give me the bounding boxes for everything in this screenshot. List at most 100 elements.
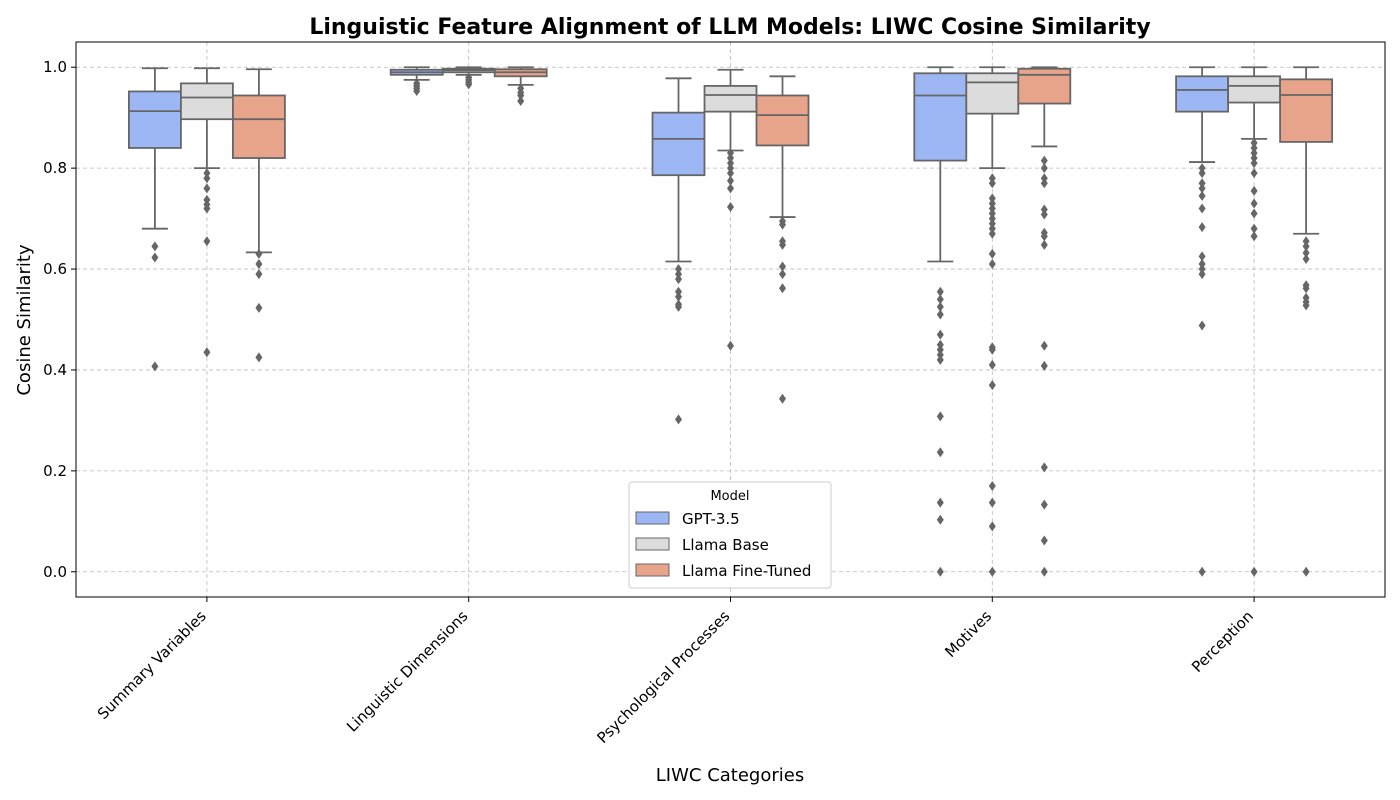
outlier-point bbox=[988, 203, 996, 214]
outlier-point bbox=[1040, 178, 1048, 189]
x-tick-label: Motives bbox=[941, 607, 995, 661]
outlier-point bbox=[1040, 462, 1048, 473]
outlier-point bbox=[1250, 231, 1258, 242]
outlier-point bbox=[988, 259, 996, 269]
x-tick-label: Perception bbox=[1188, 607, 1257, 676]
outlier-point bbox=[675, 269, 682, 280]
outlier-point bbox=[936, 286, 944, 297]
outlier-point bbox=[151, 252, 159, 263]
outlier-point bbox=[727, 153, 734, 164]
outlier-point bbox=[1198, 566, 1206, 577]
box bbox=[389, 66, 444, 96]
legend: Model GPT-3.5 Llama Base Llama Fine-Tuned bbox=[628, 481, 832, 589]
outlier-point bbox=[1198, 178, 1206, 189]
y-tick-label: 0.0 bbox=[43, 563, 67, 581]
outlier-point bbox=[675, 286, 682, 297]
box-body bbox=[1175, 75, 1229, 113]
y-tick-label: 0.4 bbox=[43, 361, 67, 379]
outlier-point bbox=[1040, 360, 1048, 371]
outlier-point bbox=[727, 201, 734, 212]
outlier-point bbox=[988, 228, 996, 239]
outlier-point bbox=[988, 218, 996, 229]
box bbox=[703, 68, 758, 351]
outlier-point bbox=[1250, 168, 1258, 179]
outlier-point bbox=[203, 173, 211, 184]
outlier-point bbox=[675, 264, 682, 275]
outlier-point bbox=[936, 514, 944, 525]
outlier-point bbox=[517, 90, 525, 101]
chart-title: Linguistic Feature Alignment of LLM Mode… bbox=[309, 15, 1150, 40]
outlier-point bbox=[936, 329, 944, 340]
y-axis-label: Cosine Similarity bbox=[14, 244, 35, 396]
outlier-point bbox=[203, 168, 211, 179]
outlier-point bbox=[936, 349, 944, 360]
box-body bbox=[1227, 75, 1281, 104]
outlier-point bbox=[779, 239, 786, 250]
outlier-point bbox=[413, 85, 421, 96]
legend-swatch bbox=[635, 563, 670, 577]
box-body bbox=[755, 94, 810, 147]
outlier-point bbox=[1198, 183, 1206, 194]
outlier-point bbox=[1040, 163, 1048, 174]
y-tick-label: 0.8 bbox=[43, 159, 67, 177]
outlier-point bbox=[1040, 155, 1048, 166]
x-tick-label: Summary Variables bbox=[94, 607, 210, 723]
outlier-point bbox=[727, 148, 734, 158]
outlier-point bbox=[465, 79, 473, 90]
box bbox=[1175, 66, 1229, 577]
legend-items: GPT-3.5 Llama Base Llama Fine-Tuned bbox=[635, 510, 811, 580]
outlier-point bbox=[1250, 198, 1258, 209]
outlier-point bbox=[1250, 158, 1258, 169]
outlier-point bbox=[988, 344, 996, 355]
outlier-point bbox=[255, 269, 263, 280]
x-tick-label: Linguistic Dimensions bbox=[343, 607, 472, 736]
outlier-point bbox=[675, 291, 682, 302]
outlier-point bbox=[1250, 148, 1258, 158]
outlier-point bbox=[1302, 236, 1310, 247]
box bbox=[1227, 66, 1281, 577]
outlier-point bbox=[1040, 231, 1048, 242]
outlier-point bbox=[1250, 153, 1258, 164]
legend-swatch bbox=[635, 511, 670, 525]
outlier-point bbox=[255, 259, 263, 269]
box bbox=[965, 66, 1020, 577]
outlier-point bbox=[517, 96, 525, 107]
outlier-point bbox=[1302, 566, 1310, 577]
outlier-point bbox=[779, 283, 786, 294]
outlier-point bbox=[255, 352, 263, 363]
outlier-point bbox=[988, 521, 996, 532]
box bbox=[493, 66, 548, 107]
outlier-point bbox=[988, 380, 996, 391]
box-body bbox=[703, 84, 758, 113]
outlier-point bbox=[988, 213, 996, 224]
outlier-point bbox=[1250, 185, 1258, 196]
series-llama-fine-tuned bbox=[231, 66, 1333, 577]
box-body bbox=[1279, 78, 1333, 143]
outlier-point bbox=[1040, 239, 1048, 250]
outlier-point bbox=[1198, 269, 1206, 280]
legend-swatch bbox=[635, 537, 670, 551]
outlier-point bbox=[936, 294, 944, 305]
outlier-point bbox=[779, 219, 786, 230]
outlier-point bbox=[1302, 247, 1310, 258]
x-axis-label: LIWC Categories bbox=[656, 765, 804, 786]
box bbox=[231, 68, 286, 363]
box bbox=[1279, 66, 1333, 577]
box bbox=[127, 67, 182, 372]
outlier-point bbox=[988, 497, 996, 508]
axis-ticks: 0.0 0.2 0.4 0.6 0.8 1.0 Summary Variables Lingu… bbox=[43, 58, 1257, 747]
outlier-point bbox=[779, 269, 786, 280]
outlier-point bbox=[936, 566, 944, 577]
outlier-point bbox=[727, 175, 734, 186]
outlier-point bbox=[727, 168, 734, 179]
outlier-point bbox=[1302, 283, 1310, 294]
outlier-point bbox=[1040, 173, 1048, 184]
y-tick-label: 1.0 bbox=[43, 58, 67, 76]
outlier-point bbox=[1198, 168, 1206, 179]
outlier-point bbox=[936, 354, 944, 365]
outlier-point bbox=[1302, 253, 1310, 264]
box bbox=[1017, 66, 1072, 577]
box-series bbox=[127, 66, 1333, 577]
outlier-point bbox=[1250, 137, 1258, 148]
legend-frame bbox=[628, 481, 832, 589]
